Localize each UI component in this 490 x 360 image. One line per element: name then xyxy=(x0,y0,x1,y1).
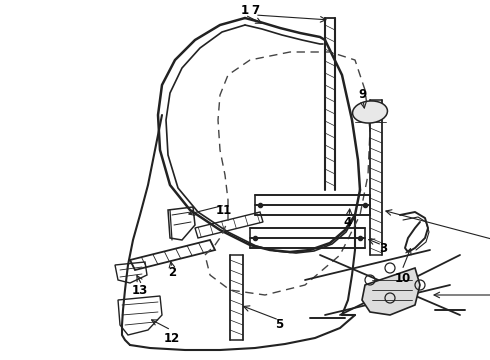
Text: 5: 5 xyxy=(275,319,283,332)
Text: 2: 2 xyxy=(168,266,176,279)
Text: 13: 13 xyxy=(132,284,148,297)
Text: 4: 4 xyxy=(344,216,352,229)
Ellipse shape xyxy=(352,101,388,123)
Text: 3: 3 xyxy=(379,242,387,255)
Text: 9: 9 xyxy=(358,89,366,102)
Polygon shape xyxy=(362,268,420,315)
Text: 7: 7 xyxy=(251,4,259,17)
Text: 1: 1 xyxy=(241,4,249,17)
Text: 12: 12 xyxy=(164,332,180,345)
Text: 11: 11 xyxy=(216,203,232,216)
Text: 10: 10 xyxy=(395,271,411,284)
